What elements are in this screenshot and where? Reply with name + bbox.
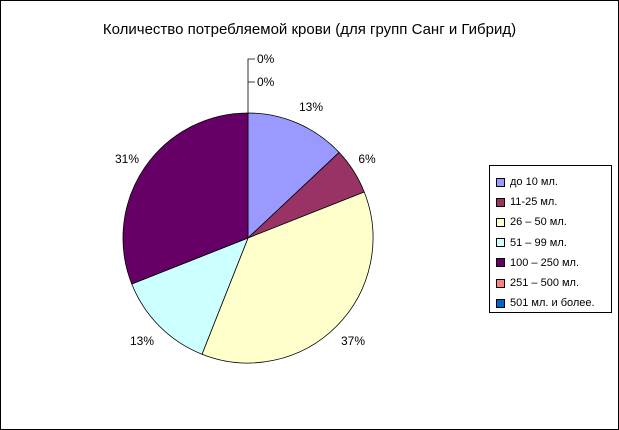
legend-label: до 10 мл. xyxy=(510,176,558,189)
legend-item: 100 – 250 мл. xyxy=(490,253,611,273)
pie-slice xyxy=(247,112,340,239)
legend-item: 51 – 99 мл. xyxy=(490,233,611,253)
legend-swatch xyxy=(496,217,505,227)
legend-label: 11-25 мл. xyxy=(510,196,558,209)
data-label: 13% xyxy=(130,334,154,348)
legend-label: 26 – 50 мл. xyxy=(510,216,567,229)
legend-item: 251 – 500 мл. xyxy=(490,273,611,293)
legend-label: 501 мл. и более. xyxy=(510,297,595,310)
data-label: 0% xyxy=(257,52,275,66)
data-label: 0% xyxy=(257,75,275,89)
legend-swatch xyxy=(496,238,505,248)
pie-slice xyxy=(131,237,249,355)
legend-swatch xyxy=(496,197,505,207)
legend-item: 501 мл. и более. xyxy=(490,293,611,313)
legend-label: 51 – 99 мл. xyxy=(510,236,567,249)
data-label: 37% xyxy=(341,334,365,348)
legend-swatch xyxy=(496,278,505,288)
pie-slice xyxy=(122,112,249,285)
legend-label: 251 – 500 мл. xyxy=(510,277,580,290)
pie-slice xyxy=(201,191,374,364)
legend-swatch xyxy=(496,298,505,308)
data-label: 6% xyxy=(358,152,376,166)
legend-label: 100 – 250 мл. xyxy=(510,256,580,269)
legend-swatch xyxy=(496,177,505,187)
legend-swatch xyxy=(496,258,505,268)
data-label: 31% xyxy=(115,152,139,166)
legend: до 10 мл. 11-25 мл. 26 – 50 мл. 51 – 99 мл.… xyxy=(489,165,612,313)
legend-item: 26 – 50 мл. xyxy=(490,212,611,232)
data-label: 13% xyxy=(299,100,323,114)
chart-title: Количество потребляемой крови (для групп… xyxy=(102,21,517,38)
legend-item: 11-25 мл. xyxy=(490,192,611,212)
legend-item: до 10 мл. xyxy=(490,172,611,192)
zero-label-leader-line xyxy=(247,58,255,113)
